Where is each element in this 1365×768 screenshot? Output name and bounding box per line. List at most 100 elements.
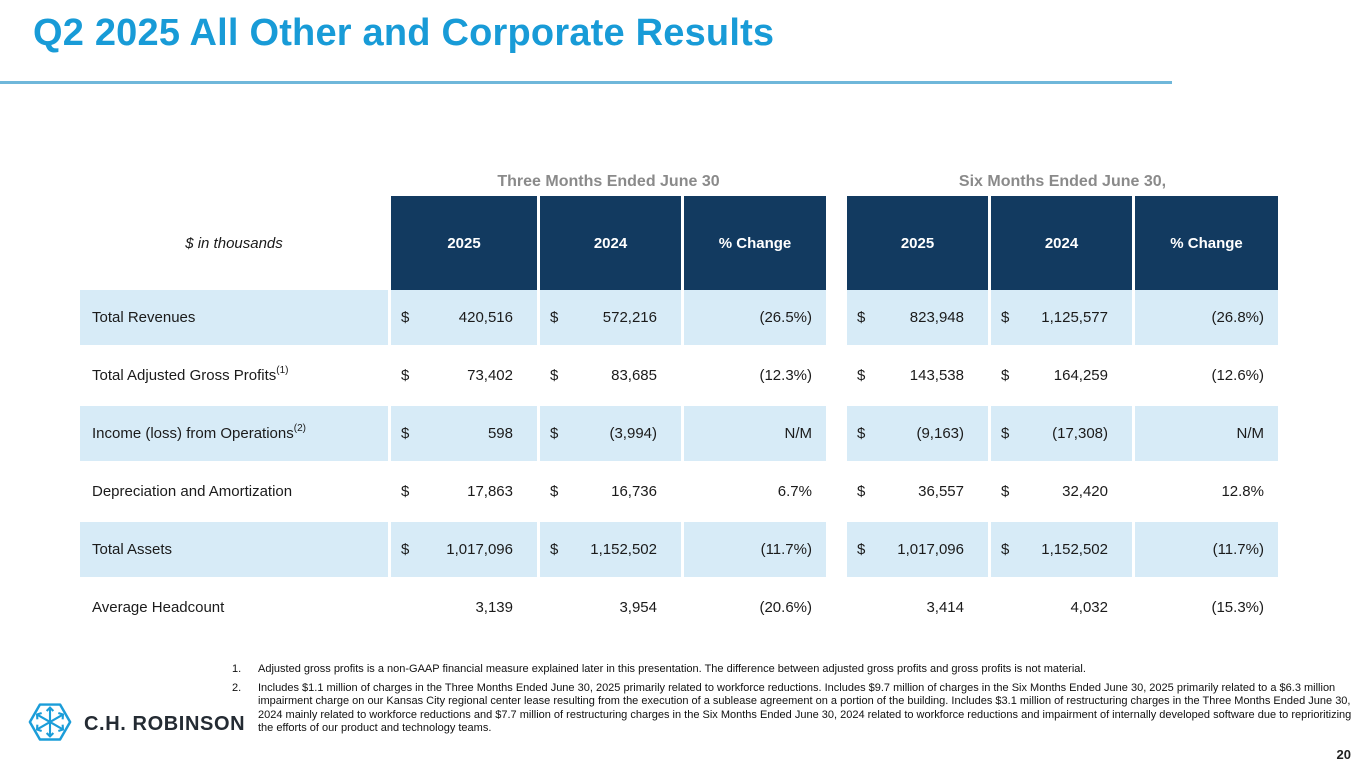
company-logo-text: C.H. ROBINSON (84, 713, 246, 735)
cell-value: 3,139 (475, 599, 513, 616)
percent-change-cell: 12.8% (1221, 483, 1264, 500)
dollar-sign: $ (550, 309, 559, 326)
dollar-sign: $ (550, 541, 559, 558)
group-gap (829, 406, 844, 461)
cell-value: 1,017,096 (897, 541, 964, 558)
cell-value: (3,994) (609, 425, 657, 442)
value-cell: 3,139 (391, 580, 537, 635)
cell-value: 32,420 (1062, 483, 1108, 500)
value-cell: $1,152,502 (540, 522, 681, 577)
value-cell: $ (9,163) (847, 406, 988, 461)
dollar-sign: $ (857, 541, 866, 558)
value-cell: $17,863 (391, 464, 537, 519)
table-row: Total Revenues $420,516 $572,216 (26.5%) $82… (80, 290, 1278, 345)
cell-value: 1,017,096 (446, 541, 513, 558)
group-gap (829, 290, 844, 345)
group-gap (829, 196, 844, 290)
cell-value: 143,538 (909, 367, 964, 384)
table-body: Total Revenues $420,516 $572,216 (26.5%) $82… (80, 290, 1278, 635)
column-header: 2024 (991, 196, 1132, 290)
row-label: Total Adjusted Gross Profits (1) (92, 364, 289, 384)
column-header-row: $ in thousands 2025 2024 % Change 2025 2… (80, 196, 1278, 290)
footnote-number: 1. (232, 663, 242, 675)
cell-value: 1,152,502 (590, 541, 657, 558)
cell-value: 3,414 (926, 599, 964, 616)
value-cell: $420,516 (391, 290, 537, 345)
unit-label: $ in thousands (185, 234, 283, 252)
value-cell: 3,954 (540, 580, 681, 635)
footnote-text: Adjusted gross profits is a non-GAAP fin… (258, 663, 1086, 675)
dollar-sign: $ (550, 367, 559, 384)
dollar-sign: $ (550, 425, 559, 442)
value-cell: $143,538 (847, 348, 988, 403)
value-cell: $1,125,577 (991, 290, 1132, 345)
row-label: Income (loss) from Operations (2) (80, 406, 388, 461)
cell-value: 1,125,577 (1041, 309, 1108, 326)
company-logo: C.H. ROBINSON (27, 699, 245, 750)
value-cell: 3,414 (847, 580, 988, 635)
group-header-six-months: Six Months Ended June 30, (958, 173, 1167, 190)
dollar-sign: $ (550, 483, 559, 500)
hexagon-arrows-icon (27, 699, 73, 750)
group-gap (829, 348, 844, 403)
value-cell: $598 (391, 406, 537, 461)
cell-value: 598 (487, 425, 513, 442)
dollar-sign: $ (1001, 309, 1010, 326)
cell-value: 823,948 (909, 309, 964, 326)
cell-value: 420,516 (458, 309, 513, 326)
cell-value: 572,216 (602, 309, 657, 326)
dollar-sign: $ (1001, 541, 1010, 558)
column-header: % Change (684, 196, 826, 290)
value-cell: $32,420 (991, 464, 1132, 519)
results-table: Three Months Ended June 30 Six Months En… (80, 167, 1278, 635)
percent-change-cell: (26.8%) (1135, 290, 1278, 345)
row-label: Total Revenues (80, 290, 388, 345)
column-header: 2025 (391, 196, 537, 290)
value-cell: $1,017,096 (847, 522, 988, 577)
column-header: % Change (1135, 196, 1278, 290)
cell-value: (9,163) (916, 425, 964, 442)
percent-change-cell: (11.7%) (1135, 522, 1278, 577)
value-cell: $164,259 (991, 348, 1132, 403)
value-cell: $ (17,308) (991, 406, 1132, 461)
column-header: 2025 (847, 196, 988, 290)
value-cell: $572,216 (540, 290, 681, 345)
value-cell: 4,032 (991, 580, 1132, 635)
column-header: 2024 (540, 196, 681, 290)
title-underline (0, 81, 1172, 84)
table-row: Total Assets $1,017,096 $1,152,502 (11.7%) $… (80, 522, 1278, 577)
percent-change-cell: (26.5%) (684, 290, 826, 345)
dollar-sign: $ (857, 309, 866, 326)
table-row: Depreciation and Amortization $17,863 $16,… (80, 464, 1278, 519)
group-header-row: Three Months Ended June 30 Six Months En… (80, 167, 1278, 193)
percent-change-cell: (20.6%) (759, 599, 812, 616)
footnote: 1. Adjusted gross profits is a non-GAAP f… (232, 663, 1364, 677)
footnote: 2. Includes $1.1 million of charges in th… (232, 682, 1364, 736)
group-header-three-months: Three Months Ended June 30 (497, 173, 720, 190)
row-label: Total Assets (80, 522, 388, 577)
cell-value: 83,685 (611, 367, 657, 384)
group-gap (829, 522, 844, 577)
value-cell: $1,017,096 (391, 522, 537, 577)
table-row: Average Headcount 3,139 3,954 (20.6%) 3,414 4… (80, 580, 1278, 635)
value-cell: $83,685 (540, 348, 681, 403)
percent-change-cell: (12.6%) (1211, 367, 1264, 384)
percent-change-cell: (12.3%) (759, 367, 812, 384)
cell-value: 3,954 (619, 599, 657, 616)
footnote-number: 2. (232, 681, 242, 694)
dollar-sign: $ (401, 541, 410, 558)
row-label: Depreciation and Amortization (92, 483, 293, 500)
value-cell: $ (3,994) (540, 406, 681, 461)
percent-change-cell: (15.3%) (1211, 599, 1264, 616)
dollar-sign: $ (857, 425, 866, 442)
dollar-sign: $ (857, 483, 866, 500)
table-row: Income (loss) from Operations (2) $598 $ (3,… (80, 406, 1278, 461)
value-cell: $16,736 (540, 464, 681, 519)
dollar-sign: $ (1001, 367, 1010, 384)
cell-value: 17,863 (467, 483, 513, 500)
dollar-sign: $ (1001, 483, 1010, 500)
cell-value: 4,032 (1070, 599, 1108, 616)
percent-change-cell: (11.7%) (684, 522, 826, 577)
dollar-sign: $ (401, 483, 410, 500)
row-label: Average Headcount (92, 599, 225, 616)
